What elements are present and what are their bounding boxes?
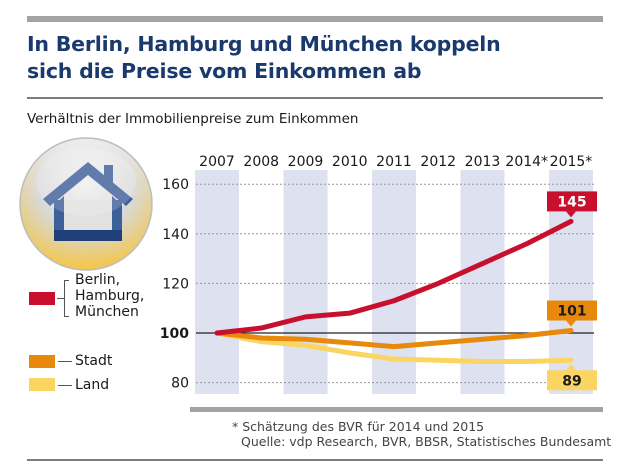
x-tick-label: 2015* [550, 154, 593, 170]
end-label-101: 101 [547, 300, 597, 327]
end-label-text: 145 [557, 194, 586, 210]
x-tick-label: 2010 [332, 154, 368, 170]
top-rule [27, 16, 603, 22]
series-line-land [214, 330, 574, 365]
legend-swatch-yellow [29, 378, 55, 391]
column-shade-2007 [195, 170, 239, 394]
legend-label-land: Land [75, 377, 110, 393]
x-tick-label: 2007 [199, 154, 235, 170]
house-icon [19, 137, 153, 271]
end-label-text: 101 [557, 304, 586, 320]
title-line-1: In Berlin, Hamburg und München koppeln [27, 32, 501, 56]
legend-swatch-orange [29, 355, 55, 368]
house-shape [43, 162, 133, 241]
chart-subtitle: Verhältnis der Immobilienpreise zum Eink… [27, 111, 359, 127]
legend-label-hamburg: Hamburg, [75, 288, 145, 304]
end-label-145: 145 [547, 191, 597, 218]
legend-label-muenchen: München [75, 304, 139, 320]
legend-swatch-red [29, 292, 55, 305]
x-tick-label: 2009 [288, 154, 324, 170]
x-tick-label: 2013 [465, 154, 501, 170]
x-tick-label: 2012 [420, 154, 456, 170]
y-tick-label: 160 [162, 177, 189, 193]
series-line-berlin-hamburg-m-nchen [214, 218, 574, 336]
estimate-note: * Schätzung des BVR für 2014 und 2015 [232, 419, 485, 434]
title-rule [27, 97, 603, 99]
x-tick-label: 2008 [243, 154, 279, 170]
y-tick-label: 140 [162, 227, 189, 243]
bottom-rule [27, 459, 603, 461]
page-title: In Berlin, Hamburg und München koppeln s… [27, 31, 607, 85]
y-tick-label: 100 [160, 326, 189, 342]
x-tick-label: 2014* [505, 154, 548, 170]
column-shade-2009 [283, 170, 328, 394]
x-tick-label: 2011 [376, 154, 412, 170]
legend-label-berlin: Berlin, [75, 272, 121, 288]
end-label-89: 89 [547, 364, 597, 391]
column-shade-2013 [460, 170, 505, 394]
title-line-2: sich die Preise vom Einkommen ab [27, 59, 422, 83]
footnote: * Schätzung des BVR für 2014 und 2015 Qu… [232, 419, 611, 449]
end-label-text: 89 [562, 373, 581, 389]
series-line-stadt [214, 328, 574, 350]
legend-label-stadt: Stadt [75, 353, 113, 369]
footer-rule [190, 407, 603, 412]
y-tick-label: 120 [162, 276, 189, 292]
source-note: Quelle: vdp Research, BVR, BBSR, Statist… [241, 434, 612, 449]
y-tick-label: 80 [171, 376, 189, 392]
